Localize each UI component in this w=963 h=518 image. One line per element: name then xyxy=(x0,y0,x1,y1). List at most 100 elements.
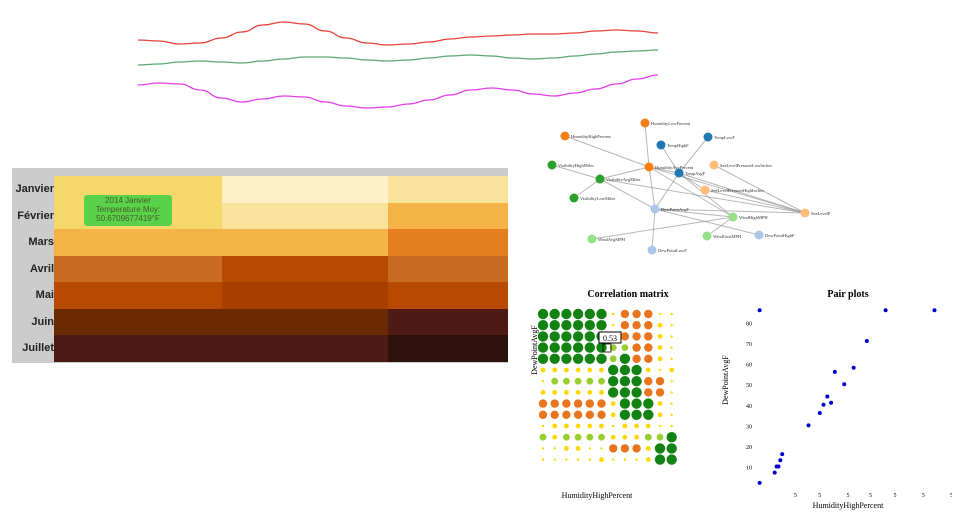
corr-cell[interactable] xyxy=(608,364,619,376)
network-node[interactable] xyxy=(647,245,657,255)
corr-cell[interactable] xyxy=(657,412,663,418)
corr-cell[interactable] xyxy=(622,434,628,440)
heatmap-cell[interactable] xyxy=(54,282,222,309)
scatter-point[interactable] xyxy=(778,458,783,463)
corr-cell[interactable] xyxy=(657,356,663,362)
corr-cell[interactable] xyxy=(573,399,583,408)
corr-cell[interactable] xyxy=(632,321,641,330)
heatmap-cell[interactable] xyxy=(222,176,388,203)
corr-cell[interactable] xyxy=(553,447,556,450)
corr-cell[interactable] xyxy=(634,423,639,429)
corr-cell[interactable] xyxy=(632,444,641,453)
corr-cell[interactable] xyxy=(610,401,616,406)
corr-cell[interactable] xyxy=(654,443,666,454)
corr-cell[interactable] xyxy=(572,342,584,353)
corr-cell[interactable] xyxy=(561,353,572,364)
corr-cell[interactable] xyxy=(538,399,548,408)
corr-cell[interactable] xyxy=(537,353,549,364)
corr-cell[interactable] xyxy=(597,399,606,408)
corr-cell[interactable] xyxy=(654,454,666,465)
network-node[interactable] xyxy=(656,140,666,150)
corr-cell[interactable] xyxy=(631,398,642,409)
corr-cell[interactable] xyxy=(643,398,654,409)
network-node[interactable] xyxy=(703,132,713,142)
corr-cell[interactable] xyxy=(550,410,559,419)
heatmap-cell[interactable] xyxy=(388,282,508,309)
network-node[interactable] xyxy=(569,193,579,203)
heatmap-cell[interactable] xyxy=(222,308,388,335)
corr-cell[interactable] xyxy=(644,309,653,319)
heatmap-cell[interactable] xyxy=(222,335,388,362)
heatmap-cell[interactable] xyxy=(388,255,508,282)
corr-cell[interactable] xyxy=(670,424,673,428)
heatmap-cell[interactable] xyxy=(222,202,388,229)
corr-cell[interactable] xyxy=(552,423,558,429)
network-node[interactable] xyxy=(700,185,710,195)
corr-cell[interactable] xyxy=(609,344,617,351)
network-node[interactable] xyxy=(674,168,684,178)
heatmap-cell[interactable] xyxy=(388,176,508,203)
corr-cell[interactable] xyxy=(572,353,584,364)
corr-cell[interactable] xyxy=(670,346,673,349)
corr-cell[interactable] xyxy=(575,367,581,373)
corr-cell[interactable] xyxy=(552,434,558,440)
corr-cell[interactable] xyxy=(597,410,606,419)
corr-cell[interactable] xyxy=(549,308,560,320)
heatmap-cell[interactable] xyxy=(222,255,388,282)
corr-cell[interactable] xyxy=(549,353,560,364)
corr-cell[interactable] xyxy=(584,308,595,320)
corr-cell[interactable] xyxy=(643,409,654,420)
corr-cell[interactable] xyxy=(600,447,603,450)
corr-cell[interactable] xyxy=(572,331,584,342)
corr-cell[interactable] xyxy=(666,454,677,465)
corr-cell[interactable] xyxy=(670,357,673,360)
scatter-point[interactable] xyxy=(842,382,847,387)
corr-cell[interactable] xyxy=(549,320,560,331)
corr-cell[interactable] xyxy=(549,342,560,353)
corr-cell[interactable] xyxy=(669,367,675,373)
corr-cell[interactable] xyxy=(551,377,559,385)
corr-cell[interactable] xyxy=(552,367,558,373)
corr-cell[interactable] xyxy=(537,331,549,342)
corr-cell[interactable] xyxy=(631,409,642,420)
corr-cell[interactable] xyxy=(585,410,594,419)
corr-cell[interactable] xyxy=(562,399,571,408)
corr-cell[interactable] xyxy=(670,402,673,405)
corr-cell[interactable] xyxy=(599,423,604,429)
heatmap-cell[interactable] xyxy=(388,202,508,229)
scatter-point[interactable] xyxy=(806,423,811,428)
corr-cell[interactable] xyxy=(612,424,615,428)
corr-cell[interactable] xyxy=(599,367,604,373)
corr-cell[interactable] xyxy=(619,376,631,387)
heatmap-cell[interactable] xyxy=(388,308,508,335)
corr-cell[interactable] xyxy=(644,343,653,352)
network-node[interactable] xyxy=(728,212,738,222)
corr-cell[interactable] xyxy=(575,423,581,429)
corr-cell[interactable] xyxy=(644,388,653,397)
corr-cell[interactable] xyxy=(539,433,547,441)
corr-cell[interactable] xyxy=(620,444,630,453)
corr-cell[interactable] xyxy=(631,364,642,376)
network-node[interactable] xyxy=(754,230,764,240)
corr-cell[interactable] xyxy=(620,309,630,319)
corr-cell[interactable] xyxy=(610,434,616,440)
corr-cell[interactable] xyxy=(645,423,651,429)
corr-cell[interactable] xyxy=(598,377,605,385)
corr-cell[interactable] xyxy=(561,342,572,353)
network-node[interactable] xyxy=(800,208,810,218)
corr-cell[interactable] xyxy=(540,390,546,395)
corr-cell[interactable] xyxy=(666,443,677,454)
corr-cell[interactable] xyxy=(612,458,615,461)
corr-cell[interactable] xyxy=(587,423,593,429)
corr-cell[interactable] xyxy=(620,332,630,341)
corr-cell[interactable] xyxy=(644,332,653,341)
network-node[interactable] xyxy=(650,204,660,214)
corr-cell[interactable] xyxy=(609,444,618,453)
corr-cell[interactable] xyxy=(644,354,653,363)
corr-cell[interactable] xyxy=(574,377,582,385)
corr-cell[interactable] xyxy=(619,364,631,376)
corr-cell[interactable] xyxy=(656,433,664,441)
corr-cell[interactable] xyxy=(670,391,673,394)
corr-cell[interactable] xyxy=(645,367,651,373)
network-node[interactable] xyxy=(587,234,597,244)
